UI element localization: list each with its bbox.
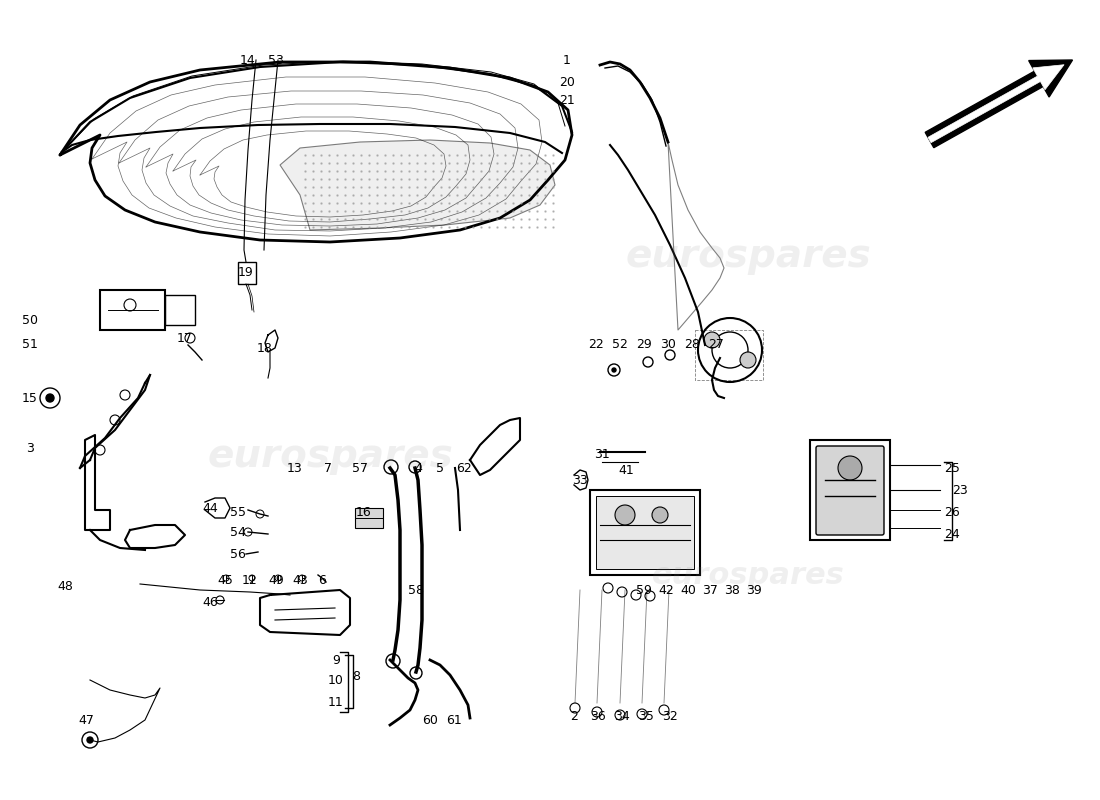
- Text: 26: 26: [944, 506, 960, 518]
- Text: 30: 30: [660, 338, 675, 350]
- Text: 20: 20: [559, 75, 575, 89]
- Text: 8: 8: [352, 670, 360, 682]
- Text: 6: 6: [318, 574, 326, 586]
- Text: 24: 24: [944, 527, 960, 541]
- Bar: [355, 508, 383, 528]
- Bar: [590, 490, 700, 575]
- Text: 25: 25: [944, 462, 960, 474]
- Text: 32: 32: [662, 710, 678, 722]
- Polygon shape: [928, 65, 1064, 142]
- Polygon shape: [925, 60, 1072, 148]
- Text: 31: 31: [594, 447, 609, 461]
- Text: 9: 9: [332, 654, 340, 666]
- Bar: [810, 440, 890, 540]
- Text: 33: 33: [572, 474, 587, 486]
- Text: 58: 58: [408, 583, 424, 597]
- Text: 4: 4: [414, 462, 422, 474]
- Text: 54: 54: [230, 526, 246, 538]
- Bar: [100, 290, 165, 330]
- Text: 42: 42: [658, 583, 674, 597]
- Text: 11: 11: [328, 695, 344, 709]
- Text: 51: 51: [22, 338, 37, 350]
- Text: 2: 2: [570, 710, 578, 722]
- Circle shape: [652, 507, 668, 523]
- Text: eurospares: eurospares: [625, 237, 871, 275]
- Text: 44: 44: [202, 502, 218, 514]
- Circle shape: [615, 505, 635, 525]
- Text: 13: 13: [287, 462, 303, 474]
- Text: 52: 52: [612, 338, 628, 350]
- Text: 3: 3: [26, 442, 34, 454]
- Text: 28: 28: [684, 338, 700, 350]
- Text: 23: 23: [953, 483, 968, 497]
- Text: 46: 46: [202, 595, 218, 609]
- Bar: [238, 262, 256, 284]
- Text: 48: 48: [57, 579, 73, 593]
- Text: 55: 55: [230, 506, 246, 518]
- Text: 16: 16: [356, 506, 372, 518]
- Text: 39: 39: [746, 583, 762, 597]
- Bar: [165, 295, 195, 325]
- Text: 53: 53: [268, 54, 284, 66]
- Text: 18: 18: [257, 342, 273, 354]
- Text: 38: 38: [724, 583, 740, 597]
- Text: 43: 43: [293, 574, 308, 586]
- Text: 37: 37: [702, 583, 718, 597]
- Text: 47: 47: [78, 714, 94, 726]
- Circle shape: [740, 352, 756, 368]
- Text: 36: 36: [590, 710, 606, 722]
- Text: 14: 14: [240, 54, 256, 66]
- Text: 15: 15: [22, 391, 37, 405]
- FancyBboxPatch shape: [816, 446, 884, 535]
- Text: 49: 49: [268, 574, 284, 586]
- Text: 7: 7: [324, 462, 332, 474]
- Text: 19: 19: [238, 266, 254, 278]
- Text: 56: 56: [230, 547, 246, 561]
- Text: 5: 5: [436, 462, 444, 474]
- Circle shape: [46, 394, 54, 402]
- Bar: [596, 496, 694, 569]
- Text: 10: 10: [328, 674, 344, 686]
- Text: 1: 1: [563, 54, 571, 66]
- Text: 27: 27: [708, 338, 724, 350]
- Text: 17: 17: [177, 331, 192, 345]
- Text: 21: 21: [559, 94, 575, 106]
- Text: 45: 45: [217, 574, 233, 586]
- Text: 12: 12: [242, 574, 257, 586]
- Text: 40: 40: [680, 583, 696, 597]
- Text: 41: 41: [618, 463, 634, 477]
- Text: 29: 29: [636, 338, 652, 350]
- Bar: [695, 330, 763, 380]
- Text: 22: 22: [588, 338, 604, 350]
- Circle shape: [87, 737, 94, 743]
- Circle shape: [838, 456, 862, 480]
- Text: 57: 57: [352, 462, 368, 474]
- Text: eurospares: eurospares: [207, 437, 453, 475]
- Circle shape: [612, 368, 616, 372]
- Text: 60: 60: [422, 714, 438, 726]
- Text: 59: 59: [636, 583, 652, 597]
- Text: 50: 50: [22, 314, 38, 326]
- Circle shape: [704, 332, 720, 348]
- Text: 34: 34: [614, 710, 630, 722]
- Text: 61: 61: [447, 714, 462, 726]
- Polygon shape: [280, 140, 556, 230]
- Text: eurospares: eurospares: [651, 562, 845, 590]
- Text: 35: 35: [638, 710, 653, 722]
- Text: 62: 62: [456, 462, 472, 474]
